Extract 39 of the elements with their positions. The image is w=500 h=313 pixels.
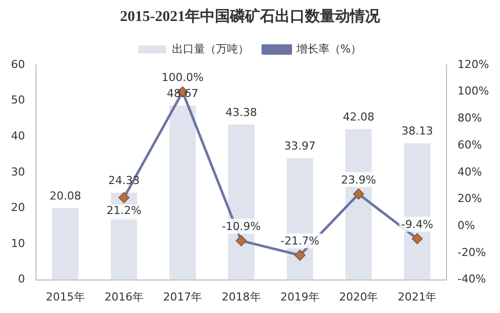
y-tick-label: 10 xyxy=(10,236,25,250)
bar xyxy=(52,208,79,280)
data-label: 42.08 xyxy=(342,110,374,124)
y-tick-label: 50 xyxy=(10,94,25,107)
data-label: -10.9% xyxy=(222,220,261,234)
x-tick-label: 2018年 xyxy=(222,290,261,304)
y2-tick-label: 40% xyxy=(458,165,482,178)
data-label: -21.7% xyxy=(280,234,320,248)
chart-title: 2015-2021年中国磷矿石出口数量动情况 xyxy=(120,6,381,25)
y-tick-label: 0 xyxy=(18,272,25,286)
y-tick-label: 40 xyxy=(10,129,25,142)
legend-label: 出口量（万吨） xyxy=(172,42,249,56)
y-tick-label: 30 xyxy=(10,165,25,178)
data-label: 38.13 xyxy=(401,124,433,138)
data-label: 23.9% xyxy=(341,173,376,186)
y2-tick-label: -20% xyxy=(458,246,486,259)
x-tick-label: 2019年 xyxy=(280,290,320,304)
y2-tick-label: 0% xyxy=(458,218,476,232)
data-label: 100.0% xyxy=(162,71,204,84)
y2-tick-label: 20% xyxy=(458,192,482,206)
data-label: 20.08 xyxy=(50,189,82,202)
x-tick-label: 2016年 xyxy=(104,290,144,304)
x-tick-label: 2015年 xyxy=(46,290,85,304)
y-tick-label: 60 xyxy=(10,58,25,71)
y2-tick-label: -40% xyxy=(458,272,486,286)
y-tick-label: 20 xyxy=(10,201,25,214)
data-label: 21.2% xyxy=(106,204,142,217)
x-tick-label: 2017年 xyxy=(163,290,202,304)
x-tick-label: 2020年 xyxy=(339,290,378,304)
data-label: 43.38 xyxy=(226,106,258,119)
data-label: 33.97 xyxy=(284,140,316,153)
y2-tick-label: 120% xyxy=(458,58,490,71)
legend-label: 增长率（%） xyxy=(295,42,362,56)
y2-tick-label: 60% xyxy=(458,138,482,152)
y2-tick-label: 100% xyxy=(458,84,490,98)
bar xyxy=(169,106,196,280)
x-tick-label: 2021年 xyxy=(398,290,437,304)
y2-tick-label: 80% xyxy=(458,112,482,125)
data-label: -9.4% xyxy=(401,218,434,232)
